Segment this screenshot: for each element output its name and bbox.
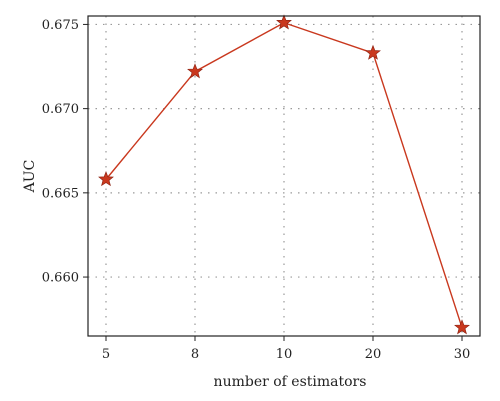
data-point-star <box>276 14 292 30</box>
x-tick-label: 30 <box>454 347 471 362</box>
x-tick-label: 8 <box>191 347 199 362</box>
gridlines <box>88 16 480 336</box>
y-tick-label: 0.670 <box>42 102 79 117</box>
x-tick-label: 10 <box>276 347 293 362</box>
x-tick-label: 20 <box>365 347 382 362</box>
x-tick-label: 5 <box>102 347 110 362</box>
data-point-star <box>365 44 381 60</box>
series-line <box>105 21 463 328</box>
y-tick-label: 0.665 <box>42 186 79 201</box>
y-tick-label: 0.660 <box>42 271 79 286</box>
plot-frame <box>87 15 481 337</box>
y-axis-ticks: 0.660 0.665 0.670 0.675 <box>42 18 88 286</box>
y-axis-title: AUC <box>22 160 38 194</box>
data-point-star <box>98 171 114 187</box>
x-axis-ticks: 5 8 10 20 30 <box>102 336 470 362</box>
y-tick-label: 0.675 <box>42 18 79 33</box>
data-point-star <box>454 319 470 335</box>
series-auc <box>98 14 470 335</box>
data-point-star <box>187 63 203 79</box>
x-axis-title: number of estimators <box>214 374 367 390</box>
